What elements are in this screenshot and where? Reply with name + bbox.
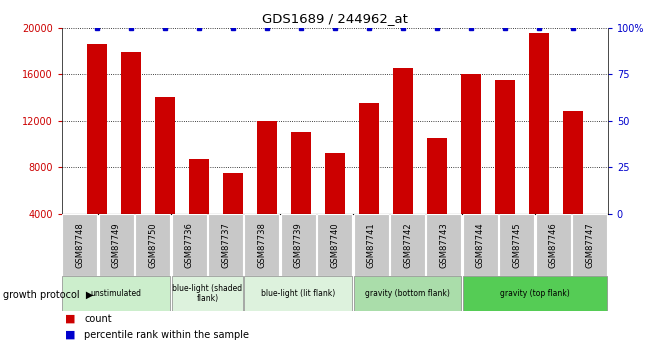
- Bar: [222, 173, 243, 214]
- Text: gravity (bottom flank): gravity (bottom flank): [365, 289, 450, 298]
- Text: count: count: [84, 314, 112, 324]
- Bar: [257, 121, 277, 214]
- Bar: [393, 68, 413, 214]
- Text: GSM87747: GSM87747: [585, 222, 594, 268]
- Text: ■: ■: [65, 314, 75, 324]
- Bar: [463, 214, 498, 276]
- Bar: [172, 214, 207, 276]
- Text: GSM87738: GSM87738: [257, 222, 266, 268]
- Text: GSM87743: GSM87743: [439, 222, 448, 268]
- Bar: [244, 214, 280, 276]
- Bar: [426, 214, 462, 276]
- Bar: [354, 276, 462, 310]
- Bar: [461, 74, 481, 214]
- Bar: [324, 153, 345, 214]
- Bar: [120, 52, 141, 214]
- Text: gravity (top flank): gravity (top flank): [500, 289, 570, 298]
- Text: GSM87741: GSM87741: [367, 222, 376, 268]
- Text: GSM87736: GSM87736: [185, 222, 194, 268]
- Text: ■: ■: [65, 330, 75, 339]
- Bar: [86, 44, 107, 214]
- Bar: [281, 214, 316, 276]
- Bar: [99, 214, 134, 276]
- Bar: [495, 80, 515, 214]
- Text: GSM87745: GSM87745: [512, 222, 521, 268]
- Bar: [572, 214, 607, 276]
- Bar: [135, 214, 170, 276]
- Text: GSM87749: GSM87749: [112, 222, 121, 268]
- Text: GSM87742: GSM87742: [403, 222, 412, 268]
- Bar: [354, 214, 389, 276]
- Text: GSM87739: GSM87739: [294, 222, 303, 268]
- Bar: [426, 138, 447, 214]
- Text: blue-light (lit flank): blue-light (lit flank): [261, 289, 335, 298]
- Bar: [499, 214, 534, 276]
- Text: GSM87750: GSM87750: [148, 222, 157, 268]
- Bar: [528, 33, 549, 214]
- Text: unstimulated: unstimulated: [91, 289, 142, 298]
- Text: GSM87744: GSM87744: [476, 222, 485, 268]
- Text: blue-light (shaded
flank): blue-light (shaded flank): [172, 284, 242, 303]
- Bar: [208, 214, 243, 276]
- Bar: [62, 214, 98, 276]
- Bar: [359, 103, 379, 214]
- Bar: [463, 276, 607, 310]
- Bar: [390, 214, 425, 276]
- Title: GDS1689 / 244962_at: GDS1689 / 244962_at: [262, 12, 408, 25]
- Bar: [291, 132, 311, 214]
- Text: GSM87740: GSM87740: [330, 222, 339, 268]
- Bar: [172, 276, 243, 310]
- Bar: [62, 276, 170, 310]
- Bar: [536, 214, 571, 276]
- Bar: [562, 111, 583, 214]
- Bar: [155, 97, 175, 214]
- Bar: [317, 214, 352, 276]
- Text: GSM87737: GSM87737: [221, 222, 230, 268]
- Text: GSM87746: GSM87746: [549, 222, 558, 268]
- Text: GSM87748: GSM87748: [75, 222, 84, 268]
- Text: growth protocol  ▶: growth protocol ▶: [3, 290, 94, 300]
- Text: percentile rank within the sample: percentile rank within the sample: [84, 330, 250, 339]
- Bar: [244, 276, 352, 310]
- Bar: [188, 159, 209, 214]
